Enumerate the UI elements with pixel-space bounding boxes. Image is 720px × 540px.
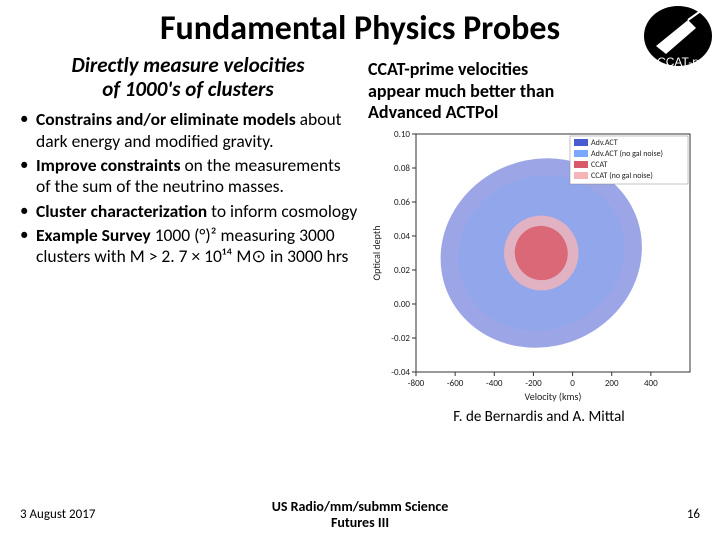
list-item: Cluster characterization to inform cosmo…: [36, 201, 358, 222]
svg-text:-0.04: -0.04: [391, 367, 410, 378]
page-title: Fundamental Physics Probes: [0, 0, 720, 49]
svg-text:CCAT (no gal noise): CCAT (no gal noise): [591, 171, 653, 181]
left-subtitle: Directly measure velocities of 1000's of…: [18, 53, 358, 101]
svg-text:200: 200: [605, 378, 619, 389]
svg-text:0: 0: [570, 378, 575, 389]
footer: 3 August 2017 US Radio/mm/submm ScienceF…: [0, 499, 720, 530]
ccat-p-logo: CCAT-p: [644, 6, 712, 66]
svg-text:Adv.ACT: Adv.ACT: [591, 138, 618, 148]
right-column: CCAT-prime velocities appear much better…: [364, 53, 710, 469]
left-column: Directly measure velocities of 1000's of…: [18, 53, 364, 469]
svg-text:CCAT-p: CCAT-p: [657, 55, 699, 69]
content-area: Directly measure velocities of 1000's of…: [0, 49, 720, 469]
svg-text:CCAT: CCAT: [591, 160, 608, 170]
svg-text:Adv.ACT (no gal noise): Adv.ACT (no gal noise): [591, 149, 663, 159]
svg-text:0.00: 0.00: [394, 299, 410, 310]
svg-text:-600: -600: [447, 378, 464, 389]
svg-text:-200: -200: [525, 378, 542, 389]
svg-text:-800: -800: [408, 378, 425, 389]
footer-page: 16: [530, 507, 700, 522]
bullet-list: Constrains and/or eliminate models about…: [18, 109, 358, 267]
svg-text:0.02: 0.02: [394, 265, 410, 276]
svg-text:400: 400: [644, 378, 658, 389]
velocity-chart: -800 -600 -400 -200 0 200 400 -0.04 -0.02 0.00 0.0…: [368, 126, 698, 406]
footer-title: US Radio/mm/submm ScienceFutures III: [190, 499, 530, 530]
list-item: Example Survey 1000 (°)² measuring 3000 …: [36, 225, 358, 268]
svg-text:-400: -400: [486, 378, 503, 389]
svg-text:0.04: 0.04: [394, 231, 410, 242]
svg-text:0.08: 0.08: [394, 163, 410, 174]
svg-text:0.06: 0.06: [394, 197, 410, 208]
svg-text:-0.02: -0.02: [391, 333, 410, 344]
chart-credit: F. de Bernardis and A. Mittal: [368, 408, 710, 426]
svg-text:0.10: 0.10: [394, 129, 410, 140]
svg-text:Velocity (kms): Velocity (kms): [525, 390, 582, 403]
svg-text:Optical depth: Optical depth: [370, 225, 383, 280]
list-item: Improve constraints on the measurements …: [36, 155, 358, 198]
footer-date: 3 August 2017: [20, 507, 190, 522]
list-item: Constrains and/or eliminate models about…: [36, 109, 358, 152]
